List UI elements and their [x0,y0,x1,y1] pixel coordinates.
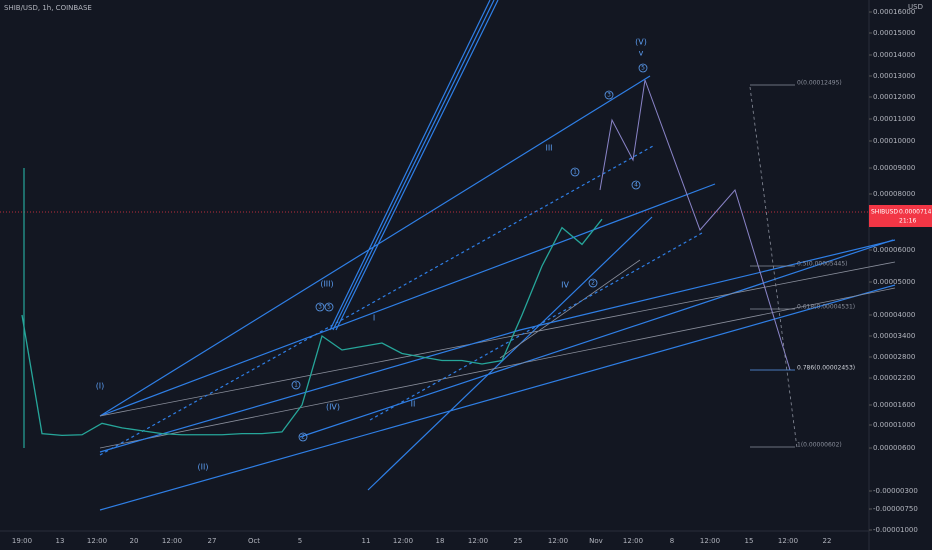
wave-label: 3 [318,304,322,311]
wave-circle [604,90,614,100]
price-series [21,218,603,437]
symbol-title: SHIB/USD, 1h, COINBASE [4,4,92,12]
fib-label: 0.786(0.00002453) [797,365,855,372]
price-tick-label: 0.00008000 [873,190,915,198]
price-tick-label: -0.00000750 [873,505,918,513]
time-tick-label: 12:00 [87,537,107,545]
wave-label: (I) [96,382,105,391]
price-tag-time: 21:16 [899,218,916,225]
wave-label: III [545,144,552,153]
wave-circle [298,432,308,442]
price-tick-label: 0.00003400 [873,332,915,340]
time-tick-label: 15 [745,537,754,545]
price-tick-label: 0.00002800 [873,353,915,361]
wave-label: v [639,49,644,58]
wave-label: 2 [591,280,595,287]
trendlines [99,0,896,511]
time-tick-label: 20 [130,537,139,545]
wave-label: (IV) [326,403,340,412]
time-tick-label: 12:00 [778,537,798,545]
time-tick-label: 12:00 [700,537,720,545]
price-tick-label: 0.00016000 [873,8,915,16]
price-tick-label: -0.00000300 [873,487,918,495]
wave-label: (V) [635,38,647,47]
price-tick-label: 0.00014000 [873,51,915,59]
price-tick-label: 0.00012000 [873,93,915,101]
time-tick-label: 8 [670,537,674,545]
wave-label: 5 [641,65,645,72]
fib-label: 0.618(0.00004531) [797,304,855,311]
time-tick-label: 12:00 [393,537,413,545]
fib-label: 0.5(0.00005445) [797,261,848,268]
time-tick-label: 12:00 [162,537,182,545]
price-tick-label: 0.00005000 [873,278,915,286]
time-tick-label: Oct [248,537,260,545]
time-tick-label: 12:00 [468,537,488,545]
price-tag-bg [869,205,932,227]
wave-label: 4 [634,182,638,189]
wave-circle [315,302,325,312]
time-tick-label: 12:00 [623,537,643,545]
time-tick-label: 18 [436,537,445,545]
wave-circle [570,167,580,177]
price-tick-label: 0.00015000 [873,29,915,37]
price-tick-label: 0.00010000 [873,137,915,145]
time-tick-label: Nov [589,537,603,545]
price-tick-label: 0.00002200 [873,374,915,382]
price-tick-label: 0.00004000 [873,311,915,319]
price-tick-label: 0.00001000 [873,421,915,429]
wave-circle [638,63,648,73]
price-tick-label: -0.00001000 [873,526,918,534]
price-tick-label: 0.00013000 [873,72,915,80]
price-tick-label: 0.00001600 [873,401,915,409]
fib-label: 0(0.00012495) [797,80,842,87]
currency: USD [908,3,923,11]
time-tick-label: 19:00 [12,537,32,545]
time-tick-label: 25 [514,537,523,545]
price-tag-price: 0.00007147 [899,209,932,216]
time-tick-label: 22 [823,537,832,545]
price-tick-label: 0.00000600 [873,444,915,452]
time-tick-label: 12:00 [548,537,568,545]
wave-label: I [373,314,375,323]
wave-label: 3 [607,92,611,99]
wave-circle [324,302,334,312]
time-tick-label: 11 [362,537,371,545]
price-tag-symbol: SHIBUSD [871,209,898,216]
time-tick-label: 5 [298,537,302,545]
wave-label: (III) [320,280,333,289]
wave-label: IV [561,281,569,290]
wave-circle [631,180,641,190]
wave-label: 1 [573,169,577,176]
wave-circle [588,278,598,288]
wave-label: 1 [294,382,298,389]
time-tick-label: 13 [56,537,65,545]
wave-label: 2 [301,434,305,441]
wave-circle [291,380,301,390]
price-tick-label: 0.00006000 [873,246,915,254]
time-tick-label: 27 [208,537,217,545]
wave-label: II [411,400,416,409]
wave-label: (II) [198,463,209,472]
price-tick-label: 0.00009000 [873,164,915,172]
fib-label: 1(0.00000602) [797,442,842,449]
price-tick-label: 0.00011000 [873,115,915,123]
wave-label: 5 [327,304,331,311]
